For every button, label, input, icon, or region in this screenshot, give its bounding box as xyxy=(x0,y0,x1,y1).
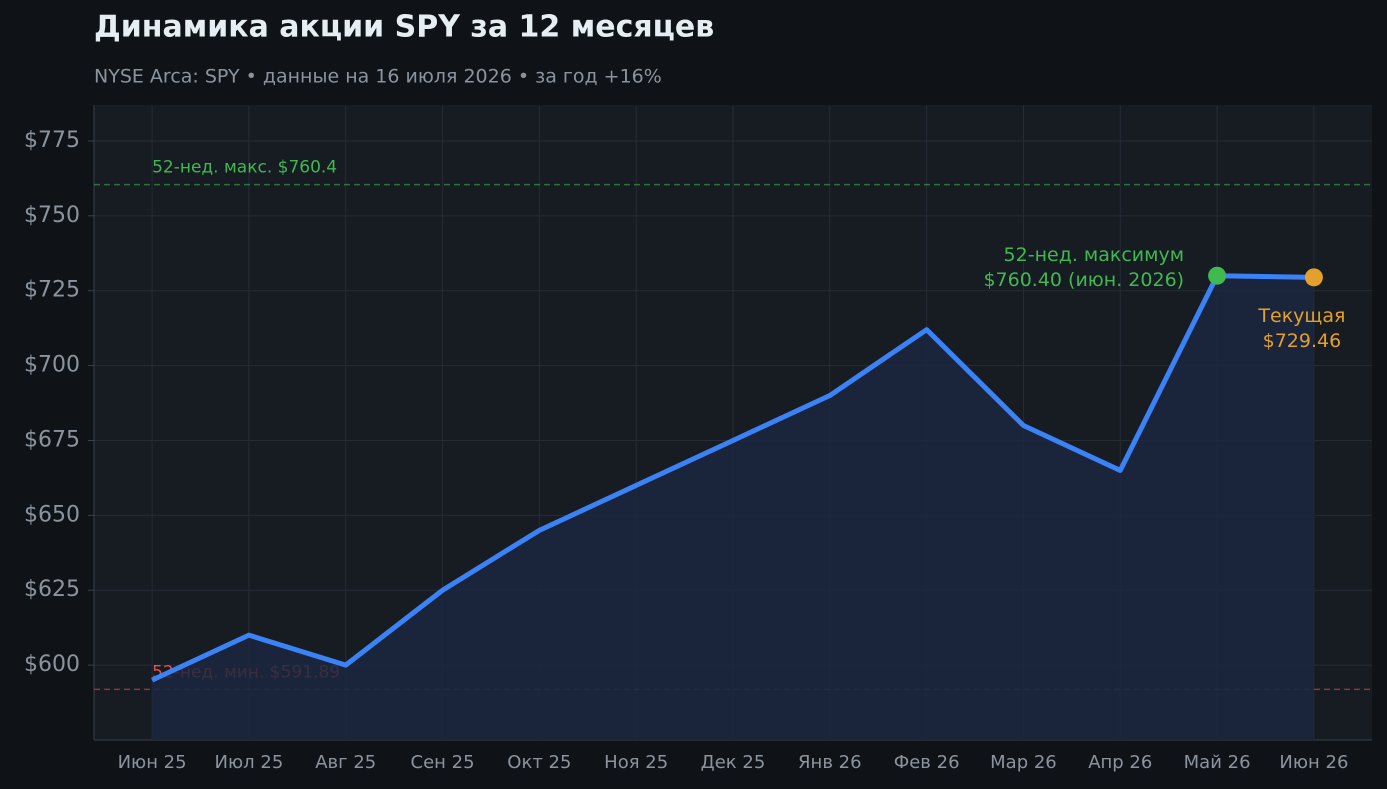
chart-title: Динамика акции SPY за 12 месяцев xyxy=(94,10,714,45)
y-tick-label: $700 xyxy=(24,353,80,378)
x-tick-label: Янв 26 xyxy=(798,752,862,773)
price-line xyxy=(151,273,1314,683)
highlight-point xyxy=(1208,266,1227,285)
x-tick-label: Июн 26 xyxy=(1279,752,1348,773)
x-tick-label: Июн 25 xyxy=(118,752,187,773)
y-tick-label: $750 xyxy=(24,203,80,228)
x-tick-label: Окт 25 xyxy=(507,752,571,773)
x-tick-label: Ноя 25 xyxy=(604,752,668,773)
x-tick-label: Авг 25 xyxy=(315,752,376,773)
annotation: $760.40 (июн. 2026) xyxy=(983,269,1184,291)
y-tick-label: $725 xyxy=(24,278,80,303)
x-tick-label: Июл 25 xyxy=(215,752,284,773)
y-tick-label: $600 xyxy=(24,652,80,677)
x-tick-label: Дек 25 xyxy=(701,752,766,773)
x-tick-label: Сен 25 xyxy=(411,752,475,773)
x-tick-label: Апр 26 xyxy=(1088,752,1152,773)
x-tick-label: Фев 26 xyxy=(894,752,960,773)
y-tick-label: $625 xyxy=(24,577,80,602)
y-tick-label: $775 xyxy=(24,128,80,153)
y-tick-label: $650 xyxy=(24,502,80,527)
y-tick-label: $675 xyxy=(24,427,80,452)
reference-label: 52-нед. макс. $760.4 xyxy=(152,158,337,178)
x-tick-label: Мар 26 xyxy=(990,752,1057,773)
annotation: Текущая xyxy=(1257,305,1345,327)
highlight-point xyxy=(1304,268,1323,287)
x-tick-label: Май 26 xyxy=(1184,752,1251,773)
area-fill xyxy=(152,275,1314,740)
annotation: $729.46 xyxy=(1263,330,1342,352)
chart-subtitle: NYSE Arca: SPY • данные на 16 июля 2026 … xyxy=(94,66,662,88)
annotation: 52-нед. максимум xyxy=(1004,244,1185,266)
